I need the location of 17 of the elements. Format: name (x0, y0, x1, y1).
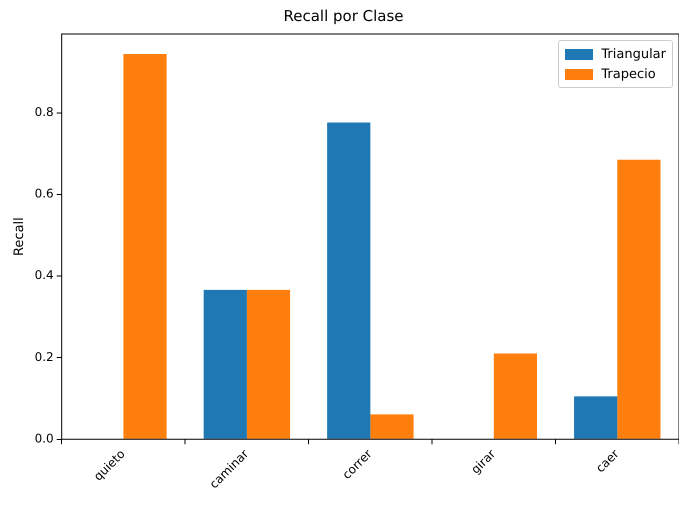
y-tick-label: 0.6 (34, 186, 54, 201)
legend-label: Triangular (601, 46, 666, 62)
y-axis-title: Recall (12, 217, 28, 256)
bar (123, 54, 167, 439)
bar (327, 122, 370, 439)
bar (370, 414, 414, 439)
legend-label: Trapecio (601, 66, 656, 82)
y-tick-label: 0.0 (34, 431, 54, 446)
chart-title: Recall por Clase (283, 6, 404, 25)
y-tick-label: 0.4 (34, 268, 54, 282)
bar (574, 396, 618, 439)
y-tick-label: 0.8 (34, 104, 54, 119)
bar (204, 290, 247, 439)
bar (494, 354, 538, 439)
bar (617, 160, 660, 439)
y-tick-label: 0.2 (34, 350, 54, 364)
bar (246, 290, 290, 439)
